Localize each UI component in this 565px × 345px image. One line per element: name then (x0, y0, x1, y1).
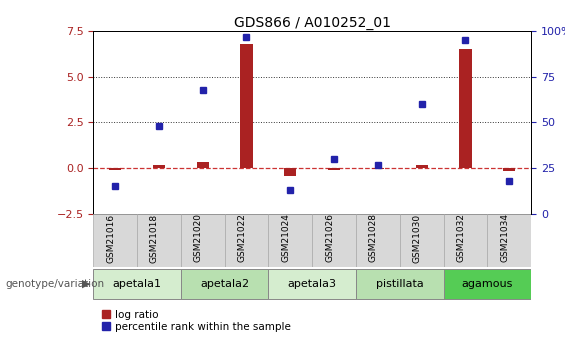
Text: GSM21022: GSM21022 (237, 214, 246, 263)
Text: ▶: ▶ (82, 279, 90, 289)
Text: GSM21030: GSM21030 (412, 214, 421, 263)
Bar (312, 214, 356, 267)
Bar (356, 269, 444, 298)
Text: GSM21018: GSM21018 (150, 214, 159, 263)
Title: GDS866 / A010252_01: GDS866 / A010252_01 (234, 16, 390, 30)
Bar (444, 214, 487, 267)
Bar (181, 269, 268, 298)
Text: pistillata: pistillata (376, 279, 424, 289)
Bar (487, 214, 531, 267)
Bar (137, 214, 181, 267)
Bar (284, 168, 297, 176)
Text: apetala1: apetala1 (112, 279, 162, 289)
Bar (153, 166, 165, 168)
Bar (181, 214, 225, 267)
Bar (400, 214, 444, 267)
Bar (268, 214, 312, 267)
Legend: log ratio, percentile rank within the sample: log ratio, percentile rank within the sa… (98, 305, 295, 336)
Bar (444, 269, 531, 298)
Bar (328, 168, 340, 170)
Text: GSM21026: GSM21026 (325, 214, 334, 263)
Text: GSM21032: GSM21032 (457, 214, 466, 263)
Text: GSM21034: GSM21034 (500, 214, 509, 263)
Text: GSM21028: GSM21028 (369, 214, 378, 263)
Bar (356, 214, 400, 267)
Text: apetala2: apetala2 (200, 279, 249, 289)
Text: apetala3: apetala3 (288, 279, 337, 289)
Text: GSM21024: GSM21024 (281, 214, 290, 263)
Bar (372, 168, 384, 169)
Bar (268, 269, 356, 298)
Bar (93, 269, 181, 298)
Bar (225, 214, 268, 267)
Text: genotype/variation: genotype/variation (6, 279, 105, 289)
Bar (240, 44, 253, 168)
Text: agamous: agamous (462, 279, 513, 289)
Text: GSM21020: GSM21020 (194, 214, 203, 263)
Bar (109, 168, 121, 170)
Bar (415, 166, 428, 168)
Text: GSM21016: GSM21016 (106, 214, 115, 263)
Bar (197, 162, 209, 168)
Bar (93, 214, 137, 267)
Bar (459, 49, 472, 168)
Bar (503, 168, 515, 171)
